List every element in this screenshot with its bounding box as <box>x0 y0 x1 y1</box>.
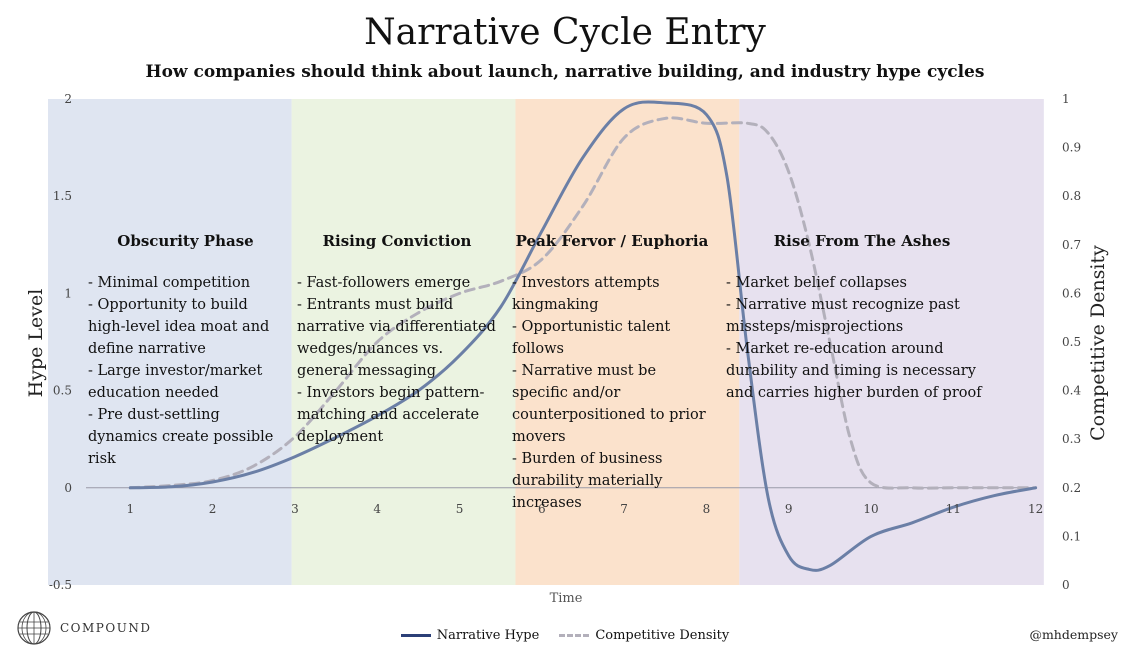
y-tick-label: 1.5 <box>53 189 72 203</box>
phase-bullet: - Narrative must recognize past missteps… <box>726 297 960 335</box>
phase-annotation-3: Rise From The Ashes - Market belief colla… <box>726 230 998 404</box>
x-tick-label: 10 <box>863 502 878 516</box>
phase-annotation-2: Peak Fervor / Euphoria - Investors attemp… <box>512 230 712 514</box>
logo: COMPOUND <box>16 610 151 646</box>
y2-tick-label: 0.1 <box>1062 529 1081 543</box>
y2-tick-label: 0.7 <box>1062 238 1081 252</box>
phase-band-1 <box>291 99 516 585</box>
y2-tick-label: 0.3 <box>1062 432 1081 446</box>
y2-tick-label: 0.6 <box>1062 286 1081 300</box>
y-tick-label: 0 <box>64 481 72 495</box>
x-tick-label: 4 <box>373 502 381 516</box>
phase-bullet: - Market belief collapses <box>726 275 907 291</box>
y2-tick-label: 0.8 <box>1062 189 1081 203</box>
y2-tick-label: 0.2 <box>1062 481 1081 495</box>
y2-tick-label: 1 <box>1062 92 1070 106</box>
globe-icon <box>17 611 51 645</box>
legend-label: Narrative Hype <box>436 628 540 643</box>
x-axis-ticks: 1 2 3 4 5 6 7 8 9 10 11 12 <box>126 502 1043 516</box>
legend-label: Competitive Density <box>595 628 730 643</box>
x-tick-label: 7 <box>620 502 628 516</box>
x-tick-label: 2 <box>209 502 217 516</box>
phase-bullet: - Minimal competition <box>88 275 251 291</box>
legend-swatch <box>559 634 590 637</box>
legend-item-0: Narrative Hype <box>400 628 540 643</box>
x-tick-label: 1 <box>126 502 134 516</box>
x-tick-label: 11 <box>946 502 961 516</box>
y2-tick-label: 0.9 <box>1062 141 1081 155</box>
phase-band-2 <box>515 99 740 585</box>
phase-bullet: - Opportunity to build high-level idea m… <box>88 297 270 357</box>
phase-bullet: - Entrants must build narrative via diff… <box>297 297 496 379</box>
series-line-0 <box>128 100 1038 572</box>
y-axis-title: Hype Level <box>25 289 47 398</box>
y2-tick-label: 0 <box>1062 578 1070 592</box>
phase-title: Obscurity Phase <box>117 232 254 250</box>
author-handle: @mhdempsey <box>1029 627 1118 642</box>
phase-title: Rise From The Ashes <box>773 232 951 250</box>
x-tick-label: 6 <box>538 502 546 516</box>
x-tick-label: 8 <box>703 502 711 516</box>
y-tick-label: -0.5 <box>49 578 72 592</box>
x-tick-label: 12 <box>1028 502 1043 516</box>
phase-annotation-0: Obscurity Phase - Minimal competition - Op… <box>88 230 283 470</box>
y-tick-label: 0.5 <box>53 384 72 398</box>
phase-bullet: - Large investor/market education needed <box>88 363 263 401</box>
series-line-1 <box>128 116 1038 490</box>
phase-bullet: - Pre dust-settling dynamics create poss… <box>88 407 274 467</box>
phase-bullet: - Fast-followers emerge <box>297 275 471 291</box>
y2-tick-label: 0.4 <box>1062 384 1081 398</box>
legend: Narrative Hype Competitive Density <box>0 626 1130 643</box>
phase-bullet: - Market re-education around durability … <box>726 341 982 401</box>
phase-bullet: - Investors begin pattern-matching and a… <box>297 385 485 445</box>
x-tick-label: 9 <box>785 502 793 516</box>
phase-band-0 <box>48 99 292 585</box>
right-axis-ticks: 0 0.1 0.2 0.3 0.4 0.5 0.6 0.7 0.8 0.9 1 <box>1062 92 1081 592</box>
y-tick-label: 1 <box>64 286 72 300</box>
logo-text: COMPOUND <box>60 621 152 635</box>
x-axis-title: Time <box>550 591 583 606</box>
phase-bullet: - Investors attempts kingmaking <box>512 275 660 313</box>
left-axis-ticks: -0.5 0 0.5 1 1.5 2 <box>49 92 72 592</box>
phase-bullet: - Opportunistic talent follows <box>512 319 671 357</box>
x-tick-label: 5 <box>456 502 464 516</box>
series-layer <box>128 100 1038 572</box>
phase-title: Rising Conviction <box>322 232 472 250</box>
phase-annotation-1: Rising Conviction - Fast-followers emerge… <box>297 230 497 448</box>
y2-axis-title: Competitive Density <box>1087 245 1109 441</box>
x-tick-label: 3 <box>291 502 299 516</box>
y-tick-label: 2 <box>64 92 72 106</box>
phase-bullet: - Burden of business durability material… <box>512 451 663 511</box>
chart-subtitle: How companies should think about launch,… <box>145 62 985 82</box>
chart-title: Narrative Cycle Entry <box>364 12 766 53</box>
phase-bullet: - Narrative must be specific and/or coun… <box>512 363 706 445</box>
phase-title: Peak Fervor / Euphoria <box>515 232 709 250</box>
y2-tick-label: 0.5 <box>1062 335 1081 349</box>
legend-item-1: Competitive Density <box>559 628 729 643</box>
legend-swatch <box>400 634 431 637</box>
